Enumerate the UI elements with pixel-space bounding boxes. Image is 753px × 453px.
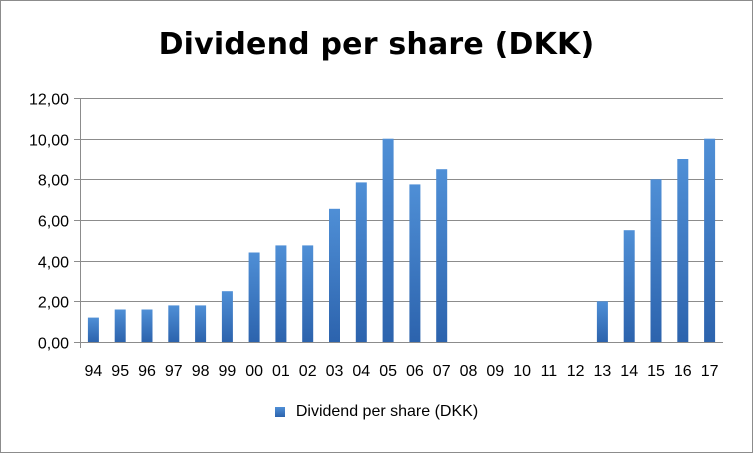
x-tick-label: 01 (272, 363, 290, 380)
gridlines (74, 98, 723, 348)
x-tick-label: 94 (85, 363, 103, 380)
x-tick-label: 13 (594, 363, 612, 380)
x-tick-label: 95 (111, 363, 129, 380)
x-tick-label: 17 (701, 363, 719, 380)
bar (704, 138, 716, 342)
bar (275, 245, 287, 342)
bar (87, 317, 99, 342)
bar (623, 230, 635, 342)
bars (87, 138, 716, 342)
y-tick-label: 4,00 (38, 255, 69, 272)
x-axis-ticks: 94 95 96 97 98 99 00 01 02 03 04 05 06 07 08 09 10 11 12 13… (85, 363, 719, 380)
bar (382, 138, 394, 342)
legend-label: Dividend per share (DKK) (295, 403, 479, 420)
x-tick-label: 16 (674, 363, 692, 380)
y-tick-label: 12,00 (29, 92, 69, 109)
y-tick-label: 8,00 (38, 173, 69, 190)
x-tick-label: 04 (352, 363, 370, 380)
x-tick-label: 11 (541, 363, 558, 380)
bar (141, 309, 153, 342)
y-tick-label: 2,00 (38, 295, 69, 312)
bar (248, 252, 260, 342)
x-tick-label: 08 (460, 363, 478, 380)
bar (195, 305, 207, 342)
legend: Dividend per share (DKK) (1, 403, 752, 421)
chart-title: Dividend per share (DKK) (158, 27, 595, 62)
bar (221, 291, 233, 342)
y-tick-label: 6,00 (38, 214, 69, 231)
x-tick-label: 15 (647, 363, 665, 380)
bar (677, 159, 689, 342)
bar (650, 179, 662, 342)
bar (436, 169, 448, 342)
y-axis-ticks: 0,00 2,00 4,00 6,00 8,00 10,00 12,00 (29, 92, 69, 353)
x-tick-label: 06 (406, 363, 424, 380)
y-tick-label: 10,00 (29, 133, 69, 150)
bar (302, 245, 314, 342)
x-tick-label: 05 (379, 363, 397, 380)
legend-swatch (274, 407, 285, 417)
bar (596, 301, 608, 342)
bar (114, 309, 126, 342)
x-tick-label: 09 (486, 363, 504, 380)
x-tick-label: 10 (513, 363, 531, 380)
y-tick-label: 0,00 (38, 336, 69, 353)
bar (168, 305, 180, 342)
bar (409, 184, 421, 342)
bar (329, 208, 340, 342)
x-tick-label: 99 (219, 363, 237, 380)
x-tick-label: 03 (326, 363, 344, 380)
x-tick-label: 02 (299, 363, 317, 380)
x-tick-label: 07 (433, 363, 451, 380)
x-tick-label: 14 (620, 363, 638, 380)
bar (355, 182, 367, 342)
x-tick-label: 98 (192, 363, 210, 380)
x-tick-label: 12 (567, 363, 585, 380)
x-tick-label: 00 (245, 363, 263, 380)
x-tick-label: 97 (165, 363, 183, 380)
x-tick-label: 96 (138, 363, 156, 380)
